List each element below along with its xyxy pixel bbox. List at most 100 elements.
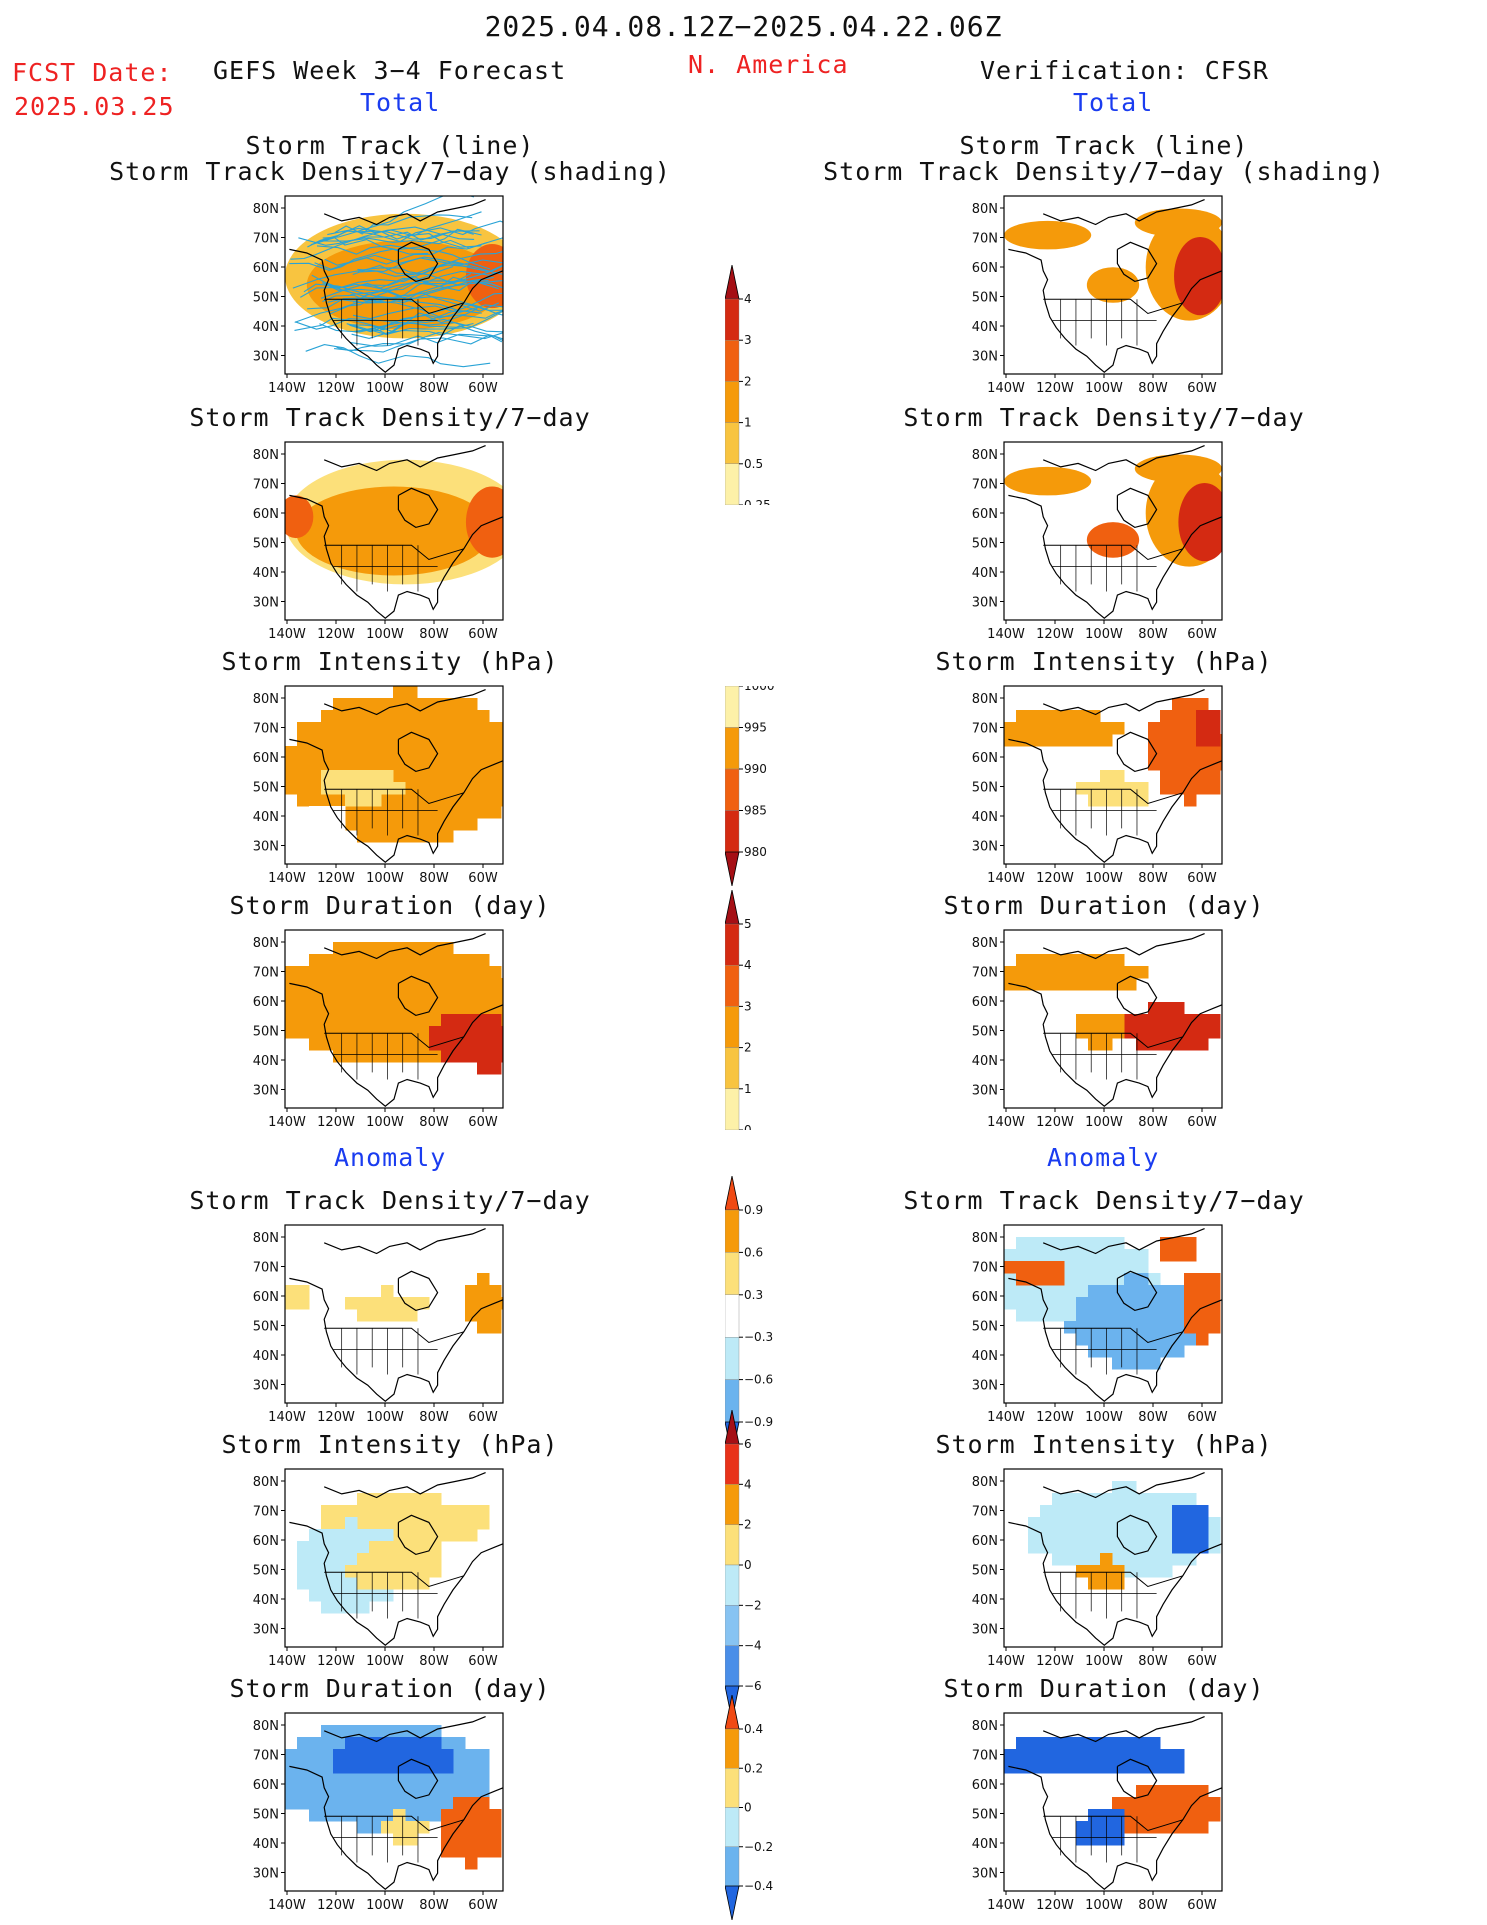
shading-cell: [381, 1565, 394, 1578]
hudson-bay: [1116, 487, 1158, 529]
shading-cell: [405, 734, 418, 747]
lat-label: 30N: [253, 596, 279, 611]
shading-cell: [369, 978, 382, 991]
colorbar-swatch: [724, 1006, 740, 1048]
shading-cell: [1184, 734, 1197, 747]
shading-cell: [1160, 1761, 1173, 1774]
shading-cell: [1076, 710, 1089, 723]
shading-cell: [345, 722, 358, 735]
shading-cell: [1100, 1309, 1113, 1322]
shading-cell: [501, 722, 503, 735]
shading-region: [295, 486, 493, 576]
shading-cell: [381, 990, 394, 1003]
coastline: [289, 738, 503, 863]
shading-cell: [417, 782, 430, 795]
shading-cell: [405, 1541, 418, 1554]
map-frame: [1003, 1224, 1223, 1404]
shading-cell: [321, 806, 334, 819]
shading-cell: [477, 710, 490, 723]
shading-cell: [1016, 1273, 1029, 1286]
shading-cell: [381, 1014, 394, 1027]
shading-cell: [1124, 1761, 1137, 1774]
colorbar-label: −6: [744, 1679, 762, 1693]
shading-cell: [489, 794, 502, 807]
shading-cell: [321, 1529, 334, 1542]
shading-cell: [1184, 1529, 1197, 1542]
shading-cell: [381, 1749, 394, 1762]
shading-cell: [453, 954, 466, 967]
lon-label: 60W: [1187, 1898, 1217, 1913]
shading-cell: [333, 734, 346, 747]
shading-cell: [1040, 1737, 1053, 1750]
shading-cell: [1184, 710, 1197, 723]
shading-cell: [1040, 1249, 1053, 1262]
shading-cell: [1040, 966, 1053, 979]
colorbar-label: −2: [744, 1598, 762, 1612]
shading-cell: [345, 1002, 358, 1015]
shading-cell: [381, 1285, 394, 1298]
shading-cell: [1160, 1809, 1173, 1822]
storm-track-line: [349, 333, 503, 347]
shading-cell: [405, 978, 418, 991]
shading-cell: [1172, 1749, 1185, 1762]
shading-cell: [501, 1002, 503, 1015]
shading-cell: [453, 1529, 466, 1542]
shading-cell: [1052, 1517, 1065, 1530]
shading-cell: [1016, 1237, 1029, 1250]
shading-cell: [465, 1297, 478, 1310]
shading-cell: [417, 1797, 430, 1810]
shading-cell: [477, 1309, 490, 1322]
shading-cell: [1088, 1285, 1101, 1298]
shading-cell: [381, 1785, 394, 1798]
shading-cell: [1088, 1541, 1101, 1554]
shading-cell: [345, 1565, 358, 1578]
shading-cell: [369, 830, 382, 843]
shading-cell: [321, 1737, 334, 1750]
shading-cell: [417, 1493, 430, 1506]
shading-cell: [453, 1845, 466, 1858]
colorbar-swatch: [724, 768, 740, 811]
lat-label: 80N: [253, 936, 279, 951]
shading-cell: [357, 1517, 370, 1530]
shading-cell: [1136, 966, 1149, 979]
shading-cell: [1160, 1541, 1173, 1554]
colorbar-label: 0.3: [744, 1288, 763, 1302]
hudson-bay: [1116, 1514, 1158, 1556]
shading-cell: [297, 1785, 310, 1798]
lat-label: 70N: [972, 722, 998, 737]
shading-cell: [477, 1285, 490, 1298]
shading-cell: [1040, 954, 1053, 967]
shading-cell: [429, 1809, 442, 1822]
shading-cell: [1220, 758, 1222, 771]
left-total-label: Total: [360, 88, 441, 117]
shading-cell: [1160, 1505, 1173, 1518]
shading-cell: [441, 990, 454, 1003]
shading-cell: [1028, 1297, 1041, 1310]
shading-cell: [393, 686, 406, 699]
coastline: [289, 494, 503, 619]
colorbar-swatch: [724, 685, 740, 728]
shading-cell: [453, 1761, 466, 1774]
shading-cell: [381, 1493, 394, 1506]
storm-track-line: [351, 325, 503, 340]
shading-cell: [381, 1761, 394, 1774]
shading-cell: [453, 710, 466, 723]
storm-track-line: [360, 275, 503, 289]
shading-cell: [501, 746, 503, 759]
shading-cell: [381, 746, 394, 759]
shading-cell: [1112, 1345, 1125, 1358]
colorbar-label: 0: [744, 1801, 752, 1815]
lat-label: 80N: [972, 1719, 998, 1734]
shading-cell: [1040, 1517, 1053, 1530]
shading-cell: [1148, 1821, 1161, 1834]
shading-cell: [417, 1505, 430, 1518]
shading-cell: [1028, 1737, 1041, 1750]
shading-cell: [1100, 1541, 1113, 1554]
shading-cell: [429, 794, 442, 807]
shading-cell: [321, 954, 334, 967]
shading-cell: [1172, 1297, 1185, 1310]
shading-cell: [1112, 1249, 1125, 1262]
shading-cell: [393, 966, 406, 979]
shading-cell: [369, 758, 382, 771]
shading-cell: [1148, 1797, 1161, 1810]
